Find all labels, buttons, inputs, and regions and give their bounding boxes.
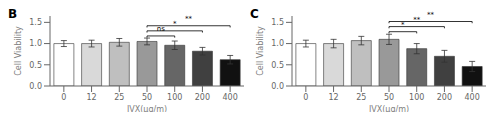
svg-text:Cell Viability: Cell Viability: [14, 26, 23, 76]
svg-text:200: 200: [437, 93, 452, 102]
svg-text:50: 50: [142, 93, 152, 102]
svg-text:**: **: [413, 16, 421, 24]
svg-text:*: *: [173, 20, 177, 28]
svg-text:0.0: 0.0: [29, 82, 42, 91]
svg-text:50: 50: [384, 93, 394, 102]
svg-text:1.0: 1.0: [271, 39, 284, 48]
svg-text:Cell Viability: Cell Viability: [256, 26, 265, 76]
svg-text:0.5: 0.5: [271, 61, 284, 70]
svg-text:100: 100: [409, 93, 424, 102]
svg-text:0: 0: [61, 93, 66, 102]
svg-text:**: **: [185, 15, 193, 23]
svg-text:200: 200: [195, 93, 210, 102]
svg-text:400: 400: [223, 93, 238, 102]
svg-text:12: 12: [328, 93, 338, 102]
svg-text:100: 100: [167, 93, 182, 102]
svg-text:1.5: 1.5: [29, 18, 42, 27]
svg-text:1.0: 1.0: [29, 39, 42, 48]
svg-text:ns: ns: [157, 25, 165, 33]
svg-text:12: 12: [86, 93, 96, 102]
svg-text:IVX(μg/m): IVX(μg/m): [127, 105, 167, 112]
svg-text:0: 0: [303, 93, 308, 102]
svg-text:0.0: 0.0: [271, 82, 284, 91]
svg-text:25: 25: [114, 93, 124, 102]
svg-text:*: *: [401, 21, 405, 29]
svg-text:IVX(μg/m): IVX(μg/m): [369, 105, 409, 112]
html-text:C: C: [250, 7, 259, 21]
svg-text:25: 25: [356, 93, 366, 102]
html-text:B: B: [8, 7, 18, 21]
svg-text:**: **: [427, 11, 435, 19]
svg-text:1.5: 1.5: [271, 18, 284, 27]
svg-text:0.5: 0.5: [29, 61, 42, 70]
svg-text:400: 400: [465, 93, 480, 102]
